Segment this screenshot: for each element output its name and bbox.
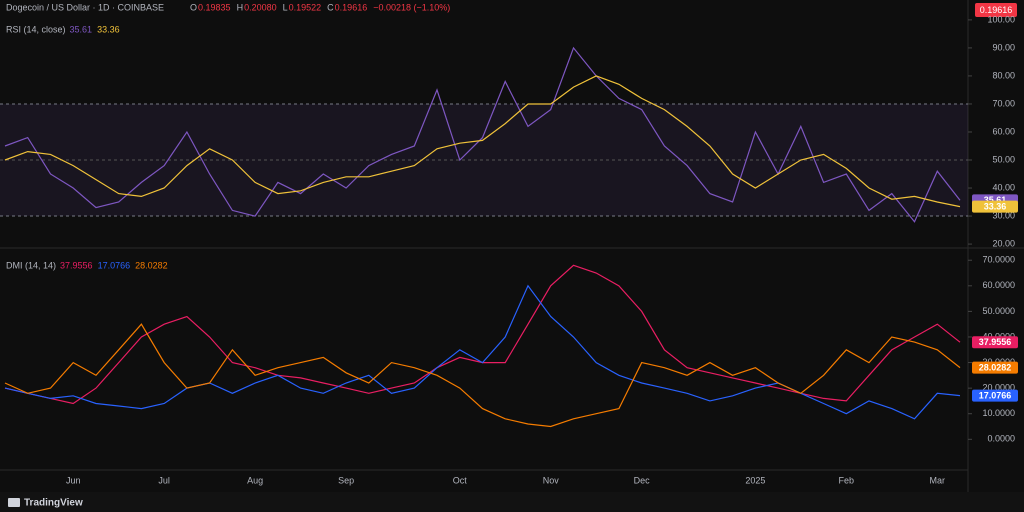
- y-tick-label: 0.0000: [987, 434, 1015, 444]
- change: −0.00218 (−1.10%): [373, 2, 450, 12]
- y-tick-label: 10.0000: [982, 408, 1015, 418]
- legend-value: 37.9556: [60, 260, 93, 270]
- price-tag-label: 0.19616: [980, 5, 1013, 15]
- x-tick-label: 2025: [745, 475, 765, 485]
- legend-value: 28.0282: [135, 260, 168, 270]
- last-value-label: 35.61: [984, 195, 1007, 205]
- y-tick-label: 40.00: [992, 182, 1015, 192]
- series-line: [4, 46, 961, 223]
- x-tick-label: Oct: [453, 475, 468, 485]
- x-tick-label: Jun: [66, 475, 81, 485]
- ohlc-value: 0.19835: [198, 2, 231, 12]
- price-tag: [975, 3, 1017, 17]
- x-tick-label: Mar: [930, 475, 946, 485]
- x-tick-label: Aug: [247, 475, 263, 485]
- last-value-label: 37.9556: [979, 337, 1012, 347]
- brand-logo: [8, 498, 20, 507]
- y-tick-label: 60.00: [992, 126, 1015, 136]
- legend-value: 33.36: [97, 24, 120, 34]
- y-tick-label: 50.0000: [982, 306, 1015, 316]
- last-value-tag: [972, 336, 1018, 349]
- ohlc-key: H: [237, 2, 244, 12]
- x-tick-label: Jul: [158, 475, 170, 485]
- last-value-label: 28.0282: [979, 362, 1012, 372]
- ohlc-value: 0.19522: [289, 2, 322, 12]
- ohlc-key: C: [327, 2, 334, 12]
- x-tick-label: Dec: [634, 475, 651, 485]
- x-tick-label: Sep: [338, 475, 354, 485]
- series-line: [4, 323, 961, 428]
- ohlc-key: O: [190, 2, 197, 12]
- pane-title: RSI (14, close): [6, 24, 66, 34]
- y-tick-label: 80.00: [992, 70, 1015, 80]
- y-tick-label: 100.00: [987, 14, 1015, 24]
- last-value-label: 17.0766: [979, 390, 1012, 400]
- legend-value: 17.0766: [98, 260, 131, 270]
- ohlc-value: 0.19616: [335, 2, 368, 12]
- y-tick-label: 70.0000: [982, 255, 1015, 265]
- brand: TradingView: [24, 498, 83, 509]
- y-tick-label: 60.0000: [982, 280, 1015, 290]
- ohlc-value: 0.20080: [244, 2, 277, 12]
- pane-title: DMI (14, 14): [6, 260, 56, 270]
- series-line: [4, 75, 961, 208]
- y-tick-label: 20.0000: [982, 383, 1015, 393]
- x-tick-label: Feb: [839, 475, 855, 485]
- legend-value: 35.61: [70, 24, 93, 34]
- y-tick-label: 90.00: [992, 42, 1015, 52]
- ohlc-key: L: [283, 2, 288, 12]
- footer-bar: [0, 492, 1024, 512]
- last-value-label: 33.36: [984, 202, 1007, 212]
- symbol: Dogecoin / US Dollar · 1D · COINBASE: [6, 2, 164, 12]
- y-tick-label: 20.00: [992, 238, 1015, 248]
- y-tick-label: 70.00: [992, 98, 1015, 108]
- last-value-tag: [972, 200, 1018, 213]
- y-tick-label: 30.00: [992, 210, 1015, 220]
- last-value-tag: [972, 361, 1018, 374]
- last-value-tag: [972, 389, 1018, 402]
- y-tick-label: 50.00: [992, 154, 1015, 164]
- x-tick-label: Nov: [543, 475, 560, 485]
